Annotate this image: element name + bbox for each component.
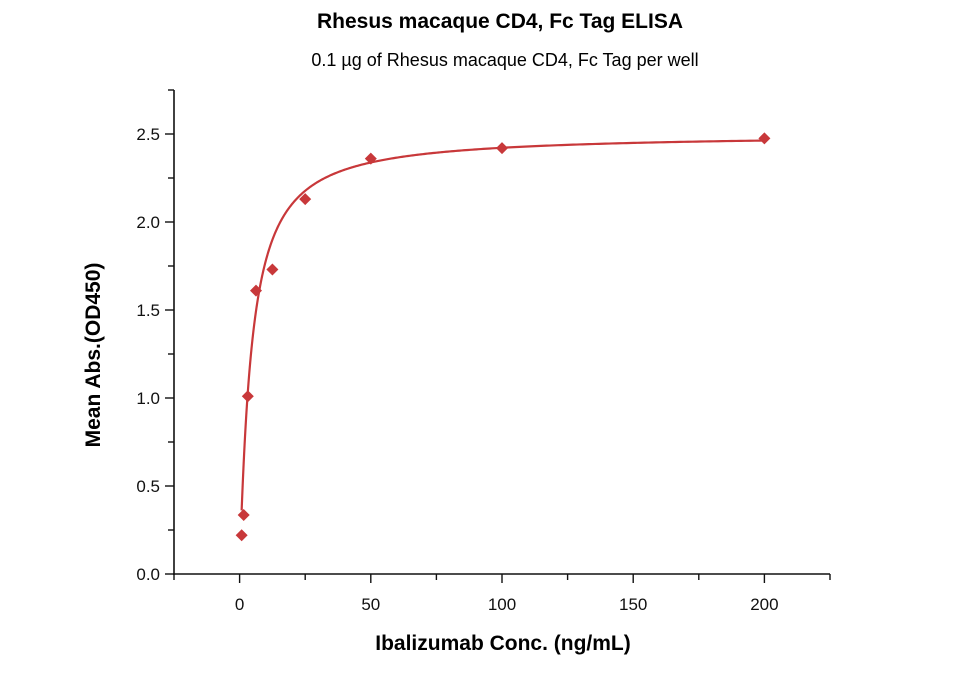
y-axis-label: Mean Abs.(OD450) [82,263,105,448]
data-point [237,509,250,522]
data-point [364,152,377,165]
y-tick-label: 0.5 [136,477,160,496]
data-marks [235,132,771,542]
x-axis-label: Ibalizumab Conc. (ng/mL) [375,632,631,655]
y-tick-label: 2.5 [136,125,160,144]
y-tick-label: 2.0 [136,213,160,232]
data-point [299,193,312,206]
chart-subtitle: 0.1 µg of Rhesus macaque CD4, Fc Tag per… [311,50,698,70]
y-tick-label: 1.0 [136,389,160,408]
x-tick-label: 200 [750,595,778,614]
x-tick-label: 0 [235,595,244,614]
data-point [758,132,771,145]
data-point [266,263,279,276]
data-point [496,142,508,155]
chart-title: Rhesus macaque CD4, Fc Tag ELISA [317,10,683,33]
data-point [235,529,248,542]
axes: 0 50 100 150 200 0.0 0.5 1.0 1.5 2.0 2.5 [136,89,831,614]
data-point [250,284,262,297]
y-tick-label: 1.5 [136,301,160,320]
x-tick-label: 100 [488,595,516,614]
y-tick-label: 0.0 [136,565,160,584]
data-point [241,390,254,403]
fit-curve [240,139,765,511]
x-tick-label: 50 [361,595,380,614]
x-tick-label: 150 [619,595,647,614]
